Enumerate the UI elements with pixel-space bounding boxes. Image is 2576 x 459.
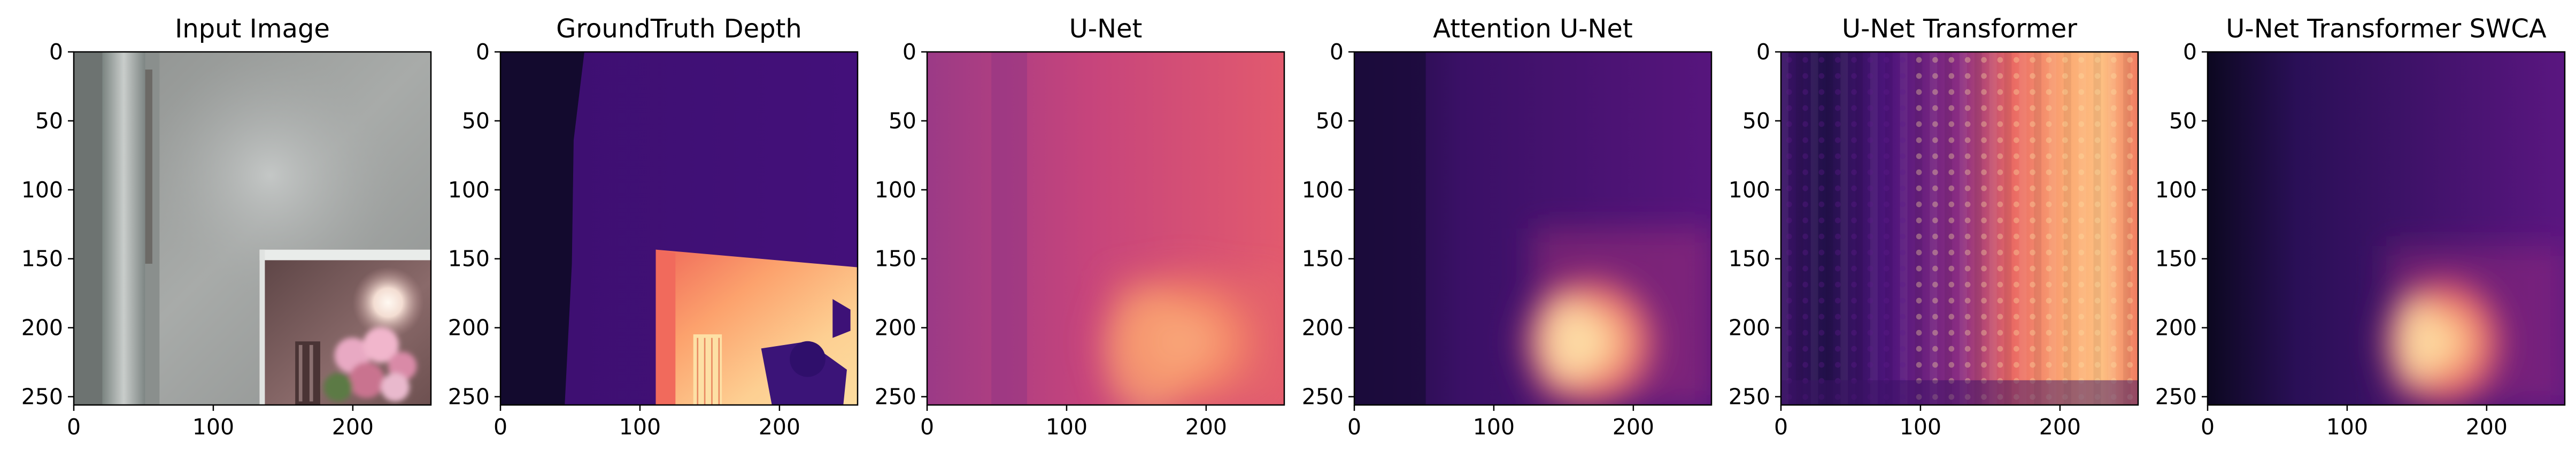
y-tick-label: 200 xyxy=(875,315,916,341)
x-tick-label: 100 xyxy=(1473,414,1515,440)
panel-frame xyxy=(499,51,859,406)
y-tick-label: 0 xyxy=(1756,39,1770,65)
x-tick-label: 0 xyxy=(920,414,934,440)
y-tick-label: 250 xyxy=(875,384,916,410)
x-tick-label: 0 xyxy=(2201,414,2215,440)
panel-frame xyxy=(926,51,1285,406)
x-tick-label: 200 xyxy=(1185,414,1227,440)
y-tick-label: 200 xyxy=(448,315,490,341)
panel-title: U-Net xyxy=(1069,14,1143,44)
y-tick-label: 50 xyxy=(462,108,490,134)
y-tick-label: 0 xyxy=(903,39,916,65)
y-tick-label: 50 xyxy=(2169,108,2197,134)
y-tick-label: 200 xyxy=(1729,315,1770,341)
x-tick-label: 100 xyxy=(1900,414,1941,440)
y-tick-label: 150 xyxy=(875,246,916,272)
y-tick-label: 100 xyxy=(875,177,916,203)
panel-image xyxy=(74,52,431,405)
y-tick-label: 250 xyxy=(448,384,490,410)
y-tick-label: 0 xyxy=(2183,39,2197,65)
y-tick-label: 100 xyxy=(2155,177,2197,203)
y-tick-label: 100 xyxy=(448,177,490,203)
x-tick-label: 0 xyxy=(1347,414,1361,440)
y-tick-label: 200 xyxy=(2155,315,2197,341)
y-tick-label: 100 xyxy=(1302,177,1344,203)
x-tick-label: 100 xyxy=(192,414,234,440)
y-tick-label: 50 xyxy=(35,108,63,134)
y-tick-label: 150 xyxy=(448,246,490,272)
panel-image xyxy=(927,52,1284,405)
y-tick-label: 200 xyxy=(21,315,63,341)
panel-image xyxy=(500,52,858,405)
y-tick-label: 50 xyxy=(889,108,916,134)
panel-image xyxy=(2208,52,2565,405)
y-tick-label: 0 xyxy=(49,39,63,65)
y-tick-label: 50 xyxy=(1742,108,1770,134)
y-tick-label: 250 xyxy=(2155,384,2197,410)
y-tick-label: 250 xyxy=(1302,384,1344,410)
y-tick-label: 100 xyxy=(1729,177,1770,203)
y-tick-label: 250 xyxy=(21,384,63,410)
panel-frame xyxy=(73,51,432,406)
panel-title: Attention U-Net xyxy=(1433,14,1633,44)
y-tick-label: 200 xyxy=(1302,315,1344,341)
panel-image xyxy=(1781,52,2138,405)
x-tick-label: 0 xyxy=(493,414,507,440)
panel-frame xyxy=(1353,51,1713,406)
x-tick-label: 200 xyxy=(759,414,800,440)
x-tick-label: 100 xyxy=(1046,414,1088,440)
x-tick-label: 100 xyxy=(619,414,661,440)
panel-title: Input Image xyxy=(175,14,330,44)
panel-frame xyxy=(1780,51,2139,406)
y-tick-label: 50 xyxy=(1316,108,1344,134)
panel-image xyxy=(1354,52,1711,405)
y-tick-label: 150 xyxy=(1729,246,1770,272)
y-tick-label: 250 xyxy=(1729,384,1770,410)
panel-title: U-Net Transformer SWCA xyxy=(2226,14,2547,44)
y-tick-label: 0 xyxy=(476,39,490,65)
x-tick-label: 0 xyxy=(1774,414,1788,440)
panel-title: U-Net Transformer xyxy=(1842,14,2077,44)
y-tick-label: 150 xyxy=(2155,246,2197,272)
panel-frame xyxy=(2207,51,2566,406)
y-tick-label: 0 xyxy=(1330,39,1344,65)
x-tick-label: 100 xyxy=(2326,414,2368,440)
x-tick-label: 0 xyxy=(67,414,81,440)
y-tick-label: 150 xyxy=(1302,246,1344,272)
x-tick-label: 200 xyxy=(332,414,374,440)
panel-title: GroundTruth Depth xyxy=(556,14,802,44)
x-tick-label: 200 xyxy=(2466,414,2508,440)
x-tick-label: 200 xyxy=(2039,414,2081,440)
y-tick-label: 100 xyxy=(21,177,63,203)
y-tick-label: 150 xyxy=(21,246,63,272)
x-tick-label: 200 xyxy=(1613,414,1654,440)
